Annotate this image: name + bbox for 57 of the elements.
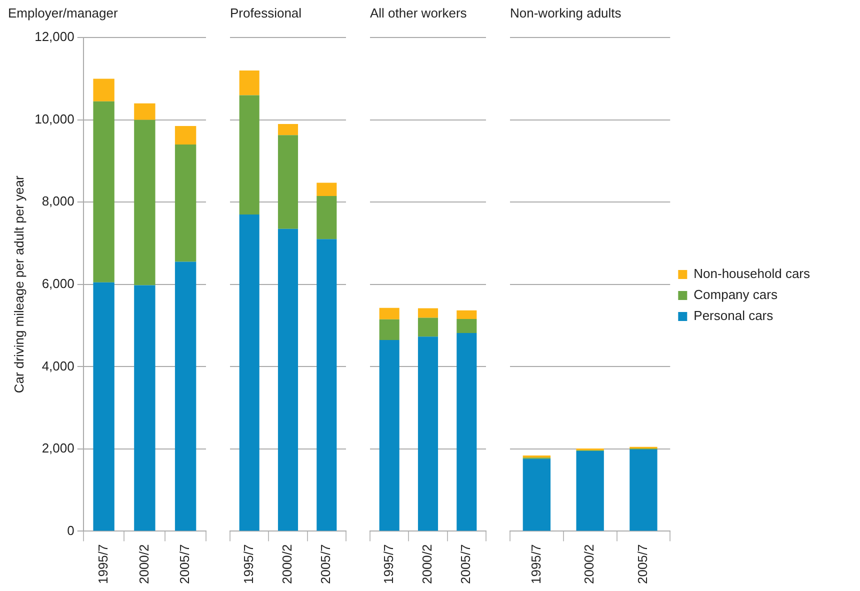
x-tick-label: 2005/7 xyxy=(318,544,334,584)
bar xyxy=(174,262,196,531)
x-tick-label: 2000/2 xyxy=(280,544,295,584)
bar xyxy=(316,239,337,531)
bar xyxy=(379,308,400,320)
bar xyxy=(278,228,298,531)
legend-label: Non-household cars xyxy=(694,266,810,282)
bar xyxy=(456,332,477,531)
bar xyxy=(134,120,156,286)
bar xyxy=(379,319,400,340)
chart-title: Professional xyxy=(230,5,302,20)
bar xyxy=(278,135,298,229)
y-tick-label: 8,000 xyxy=(42,194,74,209)
x-tick-label: 1995/7 xyxy=(528,544,544,584)
x-tick-label: 2005/7 xyxy=(458,544,474,584)
bar xyxy=(418,318,438,337)
y-tick-label: 6,000 xyxy=(42,276,74,291)
bar xyxy=(93,78,114,102)
bar xyxy=(456,318,477,333)
x-tick-label: 2005/7 xyxy=(177,544,192,584)
chart-title: Non-working adults xyxy=(510,5,622,20)
bar xyxy=(174,144,196,262)
bar xyxy=(93,282,114,531)
x-tick-label: 2000/2 xyxy=(420,544,435,584)
x-tick-label: 1995/7 xyxy=(380,544,396,584)
bar xyxy=(522,458,551,531)
x-tick-label: 2000/2 xyxy=(136,544,152,584)
bar xyxy=(134,285,156,531)
bar xyxy=(239,70,260,96)
bar xyxy=(418,308,438,318)
x-tick-label: 1995/7 xyxy=(240,544,256,584)
bar xyxy=(316,182,337,196)
bar xyxy=(316,196,337,240)
bar xyxy=(576,451,604,531)
bar xyxy=(278,124,298,136)
chart-title: Employer/manager xyxy=(8,5,118,20)
bar xyxy=(456,310,477,319)
x-tick-label: 2005/7 xyxy=(635,544,650,584)
bar xyxy=(379,340,400,531)
y-tick-label: 10,000 xyxy=(34,111,74,126)
bar xyxy=(239,214,260,531)
y-tick-label: 12,000 xyxy=(34,29,74,44)
y-tick-label: 2,000 xyxy=(42,440,74,456)
y-axis-title: Car driving mileage per adult per year xyxy=(11,175,26,394)
y-tick-label: 4,000 xyxy=(42,358,74,374)
bar xyxy=(174,126,196,145)
x-tick-label: 2000/2 xyxy=(582,544,597,584)
legend-label: Personal cars xyxy=(694,308,774,324)
y-tick-label: 0 xyxy=(67,522,74,538)
bar xyxy=(93,101,114,282)
legend-label: Company cars xyxy=(694,287,778,302)
bar xyxy=(630,449,658,531)
chart-title: All other workers xyxy=(370,5,468,20)
bar xyxy=(134,103,156,120)
bar xyxy=(239,95,260,214)
x-tick-label: 1995/7 xyxy=(95,544,110,584)
bar xyxy=(418,336,438,531)
